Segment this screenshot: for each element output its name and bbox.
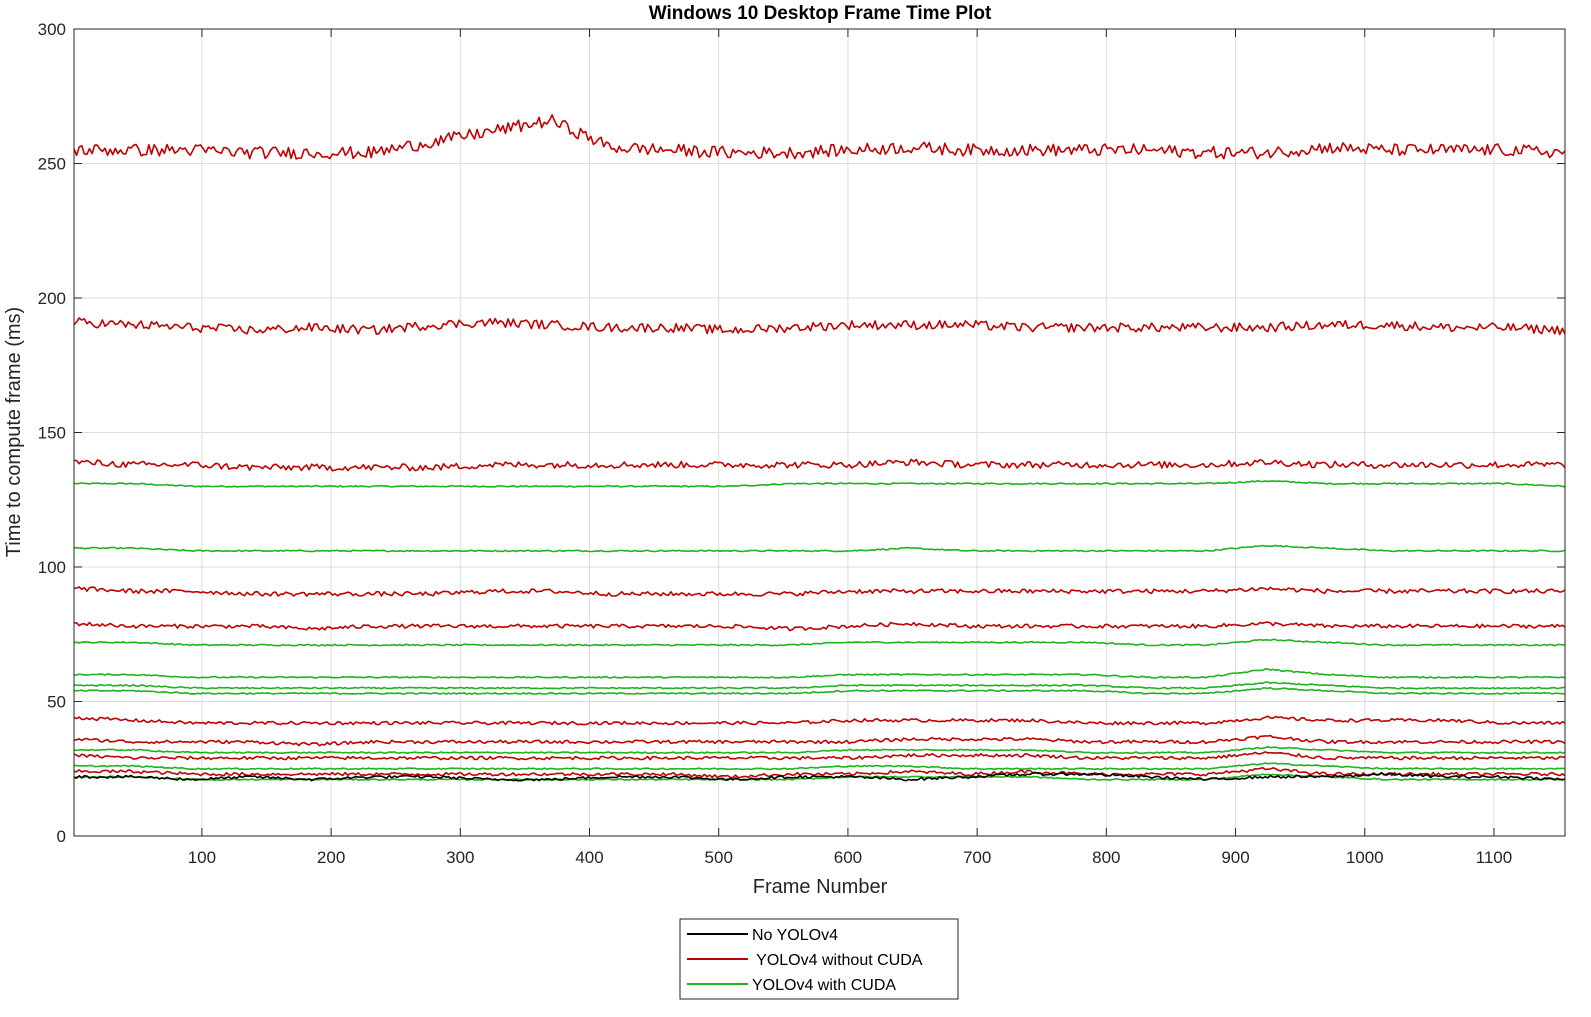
x-tick-label: 1100 <box>1476 848 1513 867</box>
series-line-1-4 <box>73 621 1566 632</box>
x-tick-label: 200 <box>317 848 345 867</box>
legend-label-yolov4-without-cuda: YOLOv4 without CUDA <box>752 952 923 969</box>
x-tick-label: 100 <box>188 848 216 867</box>
y-tick-label: 0 <box>57 827 66 846</box>
series-line-1-0 <box>73 114 1566 160</box>
legend-label-yolov4-with-cuda: YOLOv4 with CUDA <box>752 977 896 994</box>
y-tick-label: 50 <box>47 693 66 712</box>
y-tick-label: 100 <box>38 558 66 577</box>
x-tick-label: 700 <box>963 848 991 867</box>
series-line-1-3 <box>73 586 1566 597</box>
y-tick-label: 200 <box>38 289 66 308</box>
series-line-2-2 <box>73 638 1566 647</box>
x-tick-label: 800 <box>1092 848 1120 867</box>
y-tick-label: 150 <box>38 424 66 443</box>
plot-lines <box>73 114 1566 782</box>
axis-ticks: 100 200 300 400 500 600 700 800 900 1000 1100 0 50 10… <box>38 20 1565 867</box>
series-line-2-0 <box>73 479 1566 488</box>
series-line-2-1 <box>73 544 1566 553</box>
series-line-2-5 <box>73 686 1566 695</box>
x-tick-label: 300 <box>446 848 474 867</box>
series-line-1-8 <box>73 766 1566 779</box>
series-line-1-1 <box>73 317 1566 336</box>
x-tick-label: 500 <box>705 848 733 867</box>
series-line-1-5 <box>73 715 1566 726</box>
x-tick-label: 900 <box>1221 848 1249 867</box>
x-axis-label: Frame Number <box>753 876 888 898</box>
x-tick-label: 1000 <box>1346 848 1384 867</box>
series-line-2-6 <box>73 745 1566 755</box>
series-line-2-7 <box>73 762 1566 771</box>
series-line-0-0 <box>73 771 1566 782</box>
series-line-1-2 <box>74 458 1566 472</box>
series-line-2-4 <box>73 681 1566 690</box>
chart-title: Windows 10 Desktop Frame Time Plot <box>649 3 992 24</box>
x-tick-label: 400 <box>575 848 603 867</box>
grid-lines <box>74 29 1565 836</box>
y-tick-label: 250 <box>38 155 66 174</box>
series-line-1-7 <box>73 751 1566 761</box>
x-tick-label: 600 <box>834 848 862 867</box>
legend: No YOLOv4 YOLOv4 without CUDA YOLOv4 wit… <box>679 918 959 1000</box>
y-axis-label: Time to compute frame (ms) <box>3 307 25 557</box>
series-line-2-3 <box>73 668 1566 679</box>
y-tick-label: 300 <box>38 20 66 39</box>
series-line-1-6 <box>73 734 1566 747</box>
legend-label-no-yolov4: No YOLOv4 <box>752 927 838 944</box>
